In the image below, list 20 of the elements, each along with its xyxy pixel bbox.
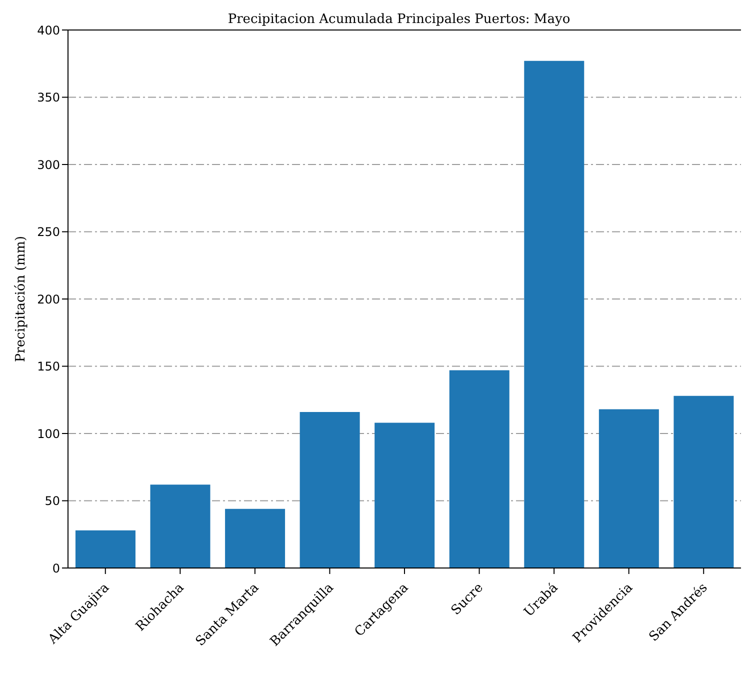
y-tick-label: 0: [52, 561, 60, 576]
y-tick-label: 150: [37, 360, 60, 374]
chart-title: Precipitacion Acumulada Principales Puertos: Mayo: [228, 12, 570, 27]
bar: [225, 508, 286, 568]
y-tick-label: 400: [37, 23, 60, 38]
y-tick-label: 100: [37, 426, 60, 441]
bar: [300, 412, 360, 568]
bar: [150, 484, 210, 568]
bar: [524, 60, 584, 568]
y-tick-label: 250: [37, 225, 60, 240]
y-tick-label: 350: [37, 90, 60, 105]
y-axis-title: Precipitación (mm): [14, 236, 29, 362]
y-tick-label: 200: [37, 292, 60, 306]
bar: [75, 530, 136, 568]
y-tick-label: 50: [44, 494, 60, 508]
bar: [449, 370, 510, 568]
y-tick-label: 300: [37, 158, 60, 172]
bar: [374, 422, 435, 568]
bar: [674, 396, 734, 568]
bar: [598, 409, 659, 568]
